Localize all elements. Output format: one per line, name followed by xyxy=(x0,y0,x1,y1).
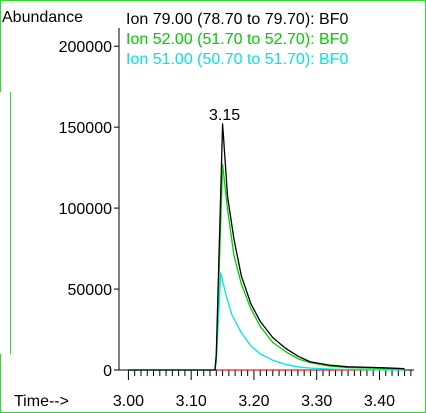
y-tick-label: 0 xyxy=(103,363,112,380)
y-axis-label: Abundance xyxy=(2,9,83,26)
axes xyxy=(118,28,414,371)
x-tick-label: 3.20 xyxy=(238,393,269,410)
legend-entry: Ion 79.00 (78.70 to 79.70): BF0 xyxy=(126,11,348,28)
y-tick-label: 100000 xyxy=(59,201,112,218)
y-tick-label: 200000 xyxy=(59,39,112,56)
x-tick-label: 3.30 xyxy=(301,393,332,410)
legend-entry: Ion 52.00 (51.70 to 52.70): BF0 xyxy=(126,31,348,48)
x-tick-label: 3.00 xyxy=(113,393,144,410)
y-tick-label: 150000 xyxy=(59,120,112,137)
frame-left-panel xyxy=(0,92,11,354)
x-tick-label: 3.10 xyxy=(176,393,207,410)
peak-label: 3.15 xyxy=(209,107,240,124)
series-line-0 xyxy=(128,123,405,371)
x-tick-label: 3.40 xyxy=(364,393,395,410)
legend: Ion 79.00 (78.70 to 79.70): BF0 Ion 52.00… xyxy=(126,11,348,68)
y-tick-label: 50000 xyxy=(68,282,113,299)
series-line-1 xyxy=(128,163,405,371)
series-line-2 xyxy=(128,272,405,371)
x-axis-label: Time--> xyxy=(14,393,69,410)
legend-entry: Ion 51.00 (50.70 to 51.70): BF0 xyxy=(126,51,348,68)
